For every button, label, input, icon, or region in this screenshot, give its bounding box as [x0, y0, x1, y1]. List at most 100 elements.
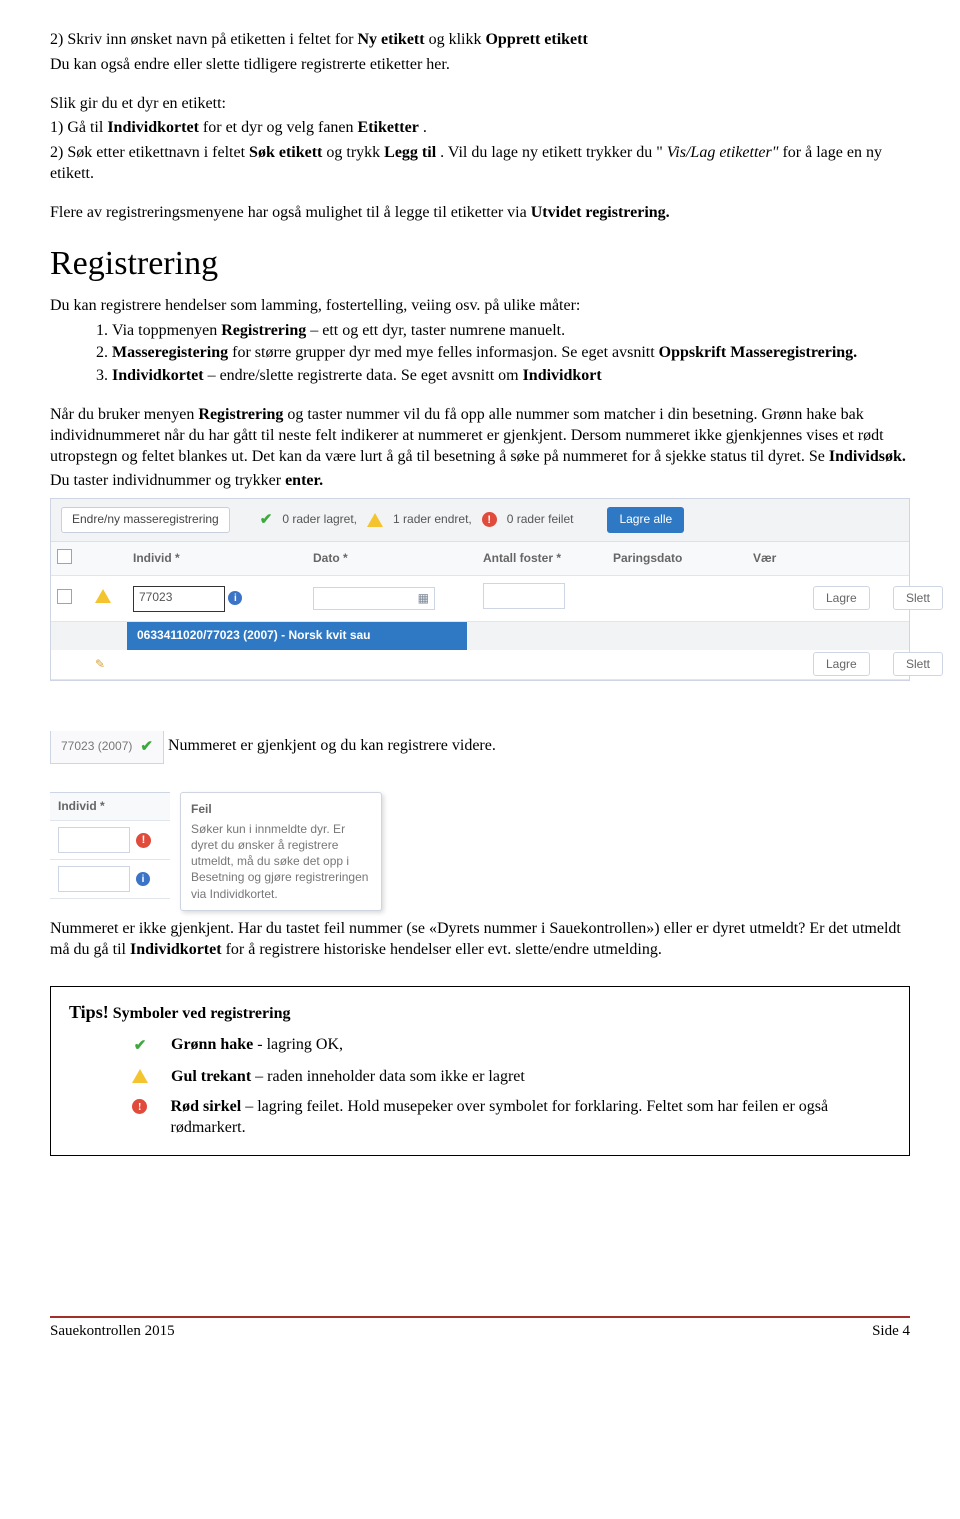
- delete-row-button[interactable]: Slett: [893, 586, 943, 610]
- col-individ: Individ *: [127, 544, 307, 574]
- intro-line5: 2) Søk etter etikettnavn i feltet Søk et…: [50, 143, 910, 185]
- intro-line1: 2) Skriv inn ønsket navn på etiketten i …: [50, 30, 910, 51]
- warning-icon: [95, 589, 111, 603]
- col-vaer: Vær: [747, 544, 807, 574]
- txt: Individkortet: [130, 941, 222, 958]
- tips-row: Gul trekant – raden inneholder data som …: [69, 1067, 891, 1088]
- txt: Individkortet: [107, 119, 199, 136]
- select-all-checkbox[interactable]: [57, 549, 72, 564]
- txt: Etiketter: [358, 119, 419, 136]
- intro-line6: Flere av registreringsmenyene har også m…: [50, 203, 910, 224]
- info-icon[interactable]: i: [136, 872, 150, 886]
- tooltip-title: Feil: [191, 801, 371, 817]
- tips-title: Tips! Symboler ved registrering: [69, 1001, 891, 1025]
- save-row-button[interactable]: Lagre: [813, 652, 870, 676]
- txt: 2) Skriv inn ønsket navn på etiketten i …: [50, 31, 357, 48]
- intro-line2: Du kan også endre eller slette tidligere…: [50, 55, 910, 76]
- row-checkbox[interactable]: [57, 589, 72, 604]
- txt: Vis/Lag etiketter": [667, 144, 779, 161]
- txt: .: [423, 119, 427, 136]
- tips-row: ✔ Grønn hake - lagring OK,: [69, 1035, 891, 1057]
- txt: Oppskrift Masseregistrering.: [659, 344, 858, 361]
- check-icon: ✔: [140, 737, 153, 757]
- list-item: Via toppmenyen Registrering – ett og ett…: [112, 321, 910, 342]
- page-footer: Sauekontrollen 2015 Side 4: [50, 1316, 910, 1342]
- txt: – endre/slette registrerte data. Se eget…: [208, 367, 523, 384]
- txt: for å registrere historiske hendelser el…: [226, 941, 662, 958]
- date-input[interactable]: ▦: [313, 587, 435, 611]
- txt: Individsøk.: [829, 448, 906, 465]
- txt: – lagring feilet. Hold musepeker over sy…: [171, 1098, 829, 1136]
- txt: Flere av registreringsmenyene har også m…: [50, 204, 531, 221]
- individ-input[interactable]: 77023: [133, 586, 225, 612]
- txt: Legg til: [384, 144, 436, 161]
- warning-icon: [132, 1069, 148, 1083]
- col-date: Dato *: [307, 544, 477, 574]
- calendar-icon: ▦: [418, 591, 429, 607]
- recognised-number: 77023 (2007): [61, 739, 132, 755]
- txt: for større grupper dyr med mye felles in…: [232, 344, 659, 361]
- tips-box: Tips! Symboler ved registrering ✔ Grønn …: [50, 986, 910, 1156]
- tooltip-body: Søker kun i innmeldte dyr. Er dyret du ø…: [191, 821, 371, 902]
- col-foster: Antall foster *: [477, 544, 607, 574]
- warning-icon: [367, 513, 383, 527]
- delete-row-button[interactable]: Slett: [893, 652, 943, 676]
- txt: Når du bruker menyen: [50, 406, 198, 423]
- save-all-button[interactable]: Lagre alle: [607, 507, 684, 533]
- screenshot-recognised: 77023 (2007) ✔ Nummeret er gjenkjent og …: [50, 681, 910, 764]
- txt: – raden inneholder data som ikke er lagr…: [251, 1068, 525, 1085]
- mini-table: Individ * ! i: [50, 792, 170, 911]
- individ-input[interactable]: [58, 866, 130, 892]
- status-changed: 1 rader endret,: [393, 512, 472, 528]
- list-item: Masseregistering for større grupper dyr …: [112, 343, 910, 364]
- reg-para2: Du taster individnummer og trykker enter…: [50, 471, 910, 492]
- txt: . Vil du lage ny etikett trykker du ": [440, 144, 663, 161]
- screenshot-masseregistrering: Endre/ny masseregistrering ✔ 0 rader lag…: [50, 498, 910, 681]
- error-icon: !: [136, 833, 151, 848]
- txt: 2) Søk etter etikettnavn i feltet: [50, 144, 249, 161]
- txt: 1) Gå til: [50, 119, 107, 136]
- autocomplete-option[interactable]: 0633411020/77023 (2007) - Norsk kvit sau: [127, 622, 467, 650]
- txt: Individkortet: [112, 367, 204, 384]
- individ-input[interactable]: [58, 827, 130, 853]
- txt: Rød sirkel: [171, 1098, 242, 1115]
- txt: Grønn hake: [171, 1036, 253, 1053]
- reg-list: Via toppmenyen Registrering – ett og ett…: [50, 321, 910, 387]
- error-icon: !: [132, 1099, 147, 1114]
- save-row-button[interactable]: Lagre: [813, 586, 870, 610]
- status-failed: 0 rader feilet: [507, 512, 574, 528]
- foster-input[interactable]: [483, 583, 565, 609]
- txt: for et dyr og velg fanen: [203, 119, 358, 136]
- txt: Tips!: [69, 1002, 109, 1022]
- txt: Du taster individnummer og trykker: [50, 472, 285, 489]
- toolbar: Endre/ny masseregistrering ✔ 0 rader lag…: [51, 499, 909, 542]
- txt: Utvidet registrering.: [531, 204, 670, 221]
- col-paring: Paringsdato: [607, 544, 747, 574]
- txt: Gul trekant: [171, 1068, 251, 1085]
- footer-right: Side 4: [872, 1322, 910, 1342]
- error-icon: !: [482, 512, 497, 527]
- pencil-icon[interactable]: ✎: [95, 657, 105, 671]
- txt: Via toppmenyen: [112, 322, 221, 339]
- txt: Individkort: [523, 367, 602, 384]
- intro-line3: Slik gir du et dyr en etikett:: [50, 94, 910, 115]
- txt: enter.: [285, 472, 323, 489]
- col-individ: Individ *: [50, 793, 170, 822]
- status-saved: 0 rader lagret,: [282, 512, 357, 528]
- info-icon[interactable]: i: [228, 591, 242, 605]
- check-icon: ✔: [260, 510, 273, 530]
- heading-registrering: Registrering: [50, 242, 910, 286]
- screenshot-error-tooltip: Individ * ! i Feil Søker kun i innmeldte…: [50, 792, 390, 911]
- tips-row: ! Rød sirkel – lagring feilet. Hold muse…: [69, 1097, 891, 1139]
- table-row: 77023 i ▦ Lagre Slett: [51, 576, 909, 622]
- error-tooltip: Feil Søker kun i innmeldte dyr. Er dyret…: [180, 792, 382, 911]
- footer-left: Sauekontrollen 2015: [50, 1322, 175, 1342]
- after-error-para: Nummeret er ikke gjenkjent. Har du taste…: [50, 919, 910, 961]
- recognised-caption: Nummeret er gjenkjent og du kan registre…: [168, 737, 496, 754]
- check-icon: ✔: [134, 1037, 147, 1057]
- txt: Ny etikett: [357, 31, 424, 48]
- mode-button[interactable]: Endre/ny masseregistrering: [61, 507, 230, 533]
- txt: Søk etikett: [249, 144, 322, 161]
- txt: Registrering: [221, 322, 306, 339]
- txt: og klikk: [429, 31, 486, 48]
